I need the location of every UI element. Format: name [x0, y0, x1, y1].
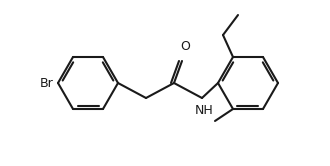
Text: Br: Br [39, 77, 53, 89]
Text: NH: NH [195, 104, 214, 117]
Text: O: O [180, 40, 190, 53]
